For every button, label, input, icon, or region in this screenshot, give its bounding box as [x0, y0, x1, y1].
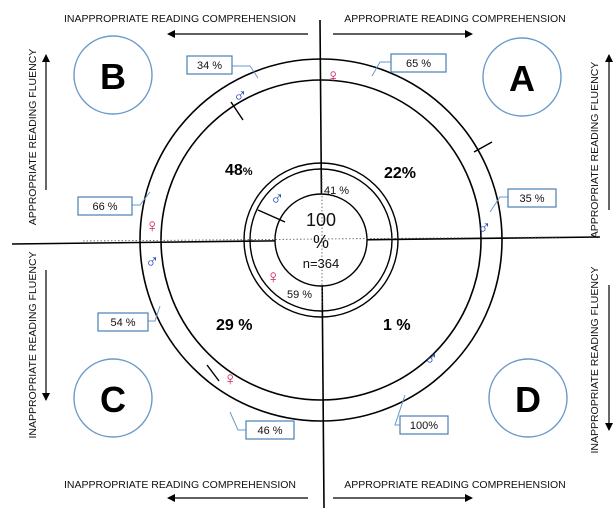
callout-c-male: 54 %	[97, 312, 149, 332]
callout-c-female: 46 %	[245, 420, 295, 440]
callout-a-male: 35 %	[507, 188, 557, 208]
top-right-axis-label: APPROPRIATE READING COMPREHENSION	[344, 13, 566, 25]
quadrant-a-letter: A	[509, 58, 535, 99]
female-symbol-center: ♀	[266, 267, 280, 288]
male-symbol-d: ♂	[424, 349, 438, 370]
dotted-guide-h	[82, 236, 561, 242]
center-unit: %	[313, 232, 329, 252]
female-symbol-a: ♀	[326, 66, 340, 87]
left-top-axis-label: APPROPRIATE READING FLUENCY	[27, 49, 39, 226]
divider-c	[206, 364, 220, 382]
quadrant-c-percent: 29 %	[216, 317, 252, 334]
callout-b-female: 66 %	[77, 196, 133, 216]
callout-b-female-text: 66 %	[92, 201, 117, 213]
female-symbol-b: ♀	[145, 216, 159, 237]
quadrant-b-badge: B	[73, 35, 153, 115]
callout-b-male-text: 34 %	[197, 60, 222, 72]
male-symbol-b: ♂	[233, 86, 247, 107]
left-bottom-axis-label: INAPPROPRIATE READING FLUENCY	[27, 251, 39, 438]
right-bottom-axis-label: INAPPROPRIATE READING FLUENCY	[589, 266, 601, 453]
center-female-pct: 59 %	[287, 289, 312, 301]
quadrant-c-letter: C	[100, 379, 126, 420]
center-n: n=364	[303, 256, 340, 271]
quadrant-b-percent: 48%	[225, 162, 253, 179]
male-symbol-a: ♂	[477, 218, 491, 239]
right-top-axis-label: APPROPRIATE READING FLUENCY	[589, 62, 601, 239]
divider-a	[473, 141, 493, 153]
quadrant-b-letter: B	[100, 56, 126, 97]
quadrant-d-badge: D	[488, 358, 568, 438]
divider-b	[230, 101, 244, 121]
bottom-right-axis-label: APPROPRIATE READING COMPREHENSION	[344, 479, 566, 491]
callout-a-female: 65 %	[390, 53, 447, 73]
quadrant-d-letter: D	[515, 379, 541, 420]
male-symbol-c: ♂	[145, 252, 159, 273]
center-inner-circle	[274, 193, 368, 287]
quadrant-d-percent: 1 %	[383, 317, 411, 334]
callout-a-male-text: 35 %	[519, 193, 544, 205]
callout-d-male: 100%	[399, 415, 449, 435]
callout-c-female-text: 46 %	[257, 425, 282, 437]
bottom-left-axis-label: INAPPROPRIATE READING COMPREHENSION	[64, 479, 296, 491]
center-middle-ring	[249, 168, 393, 312]
callout-c-male-text: 54 %	[110, 317, 135, 329]
callout-d-male-text: 100%	[410, 420, 438, 432]
center-value: 100	[306, 210, 336, 230]
quadrant-a-badge: A	[482, 37, 562, 117]
quadrant-c-badge: C	[73, 358, 153, 438]
top-left-axis-label: INAPPROPRIATE READING COMPREHENSION	[64, 13, 296, 25]
female-symbol-c: ♀	[223, 369, 237, 390]
callout-b-male: 34 %	[186, 55, 233, 75]
center-male-pct: 41 %	[324, 185, 349, 197]
callout-lines	[132, 61, 508, 431]
callout-a-female-text: 65 %	[406, 58, 431, 70]
outer-ring	[139, 58, 503, 422]
male-symbol-center: ♂	[270, 189, 284, 210]
divider-center	[257, 209, 286, 223]
quadrant-a-percent: 22%	[384, 165, 416, 182]
